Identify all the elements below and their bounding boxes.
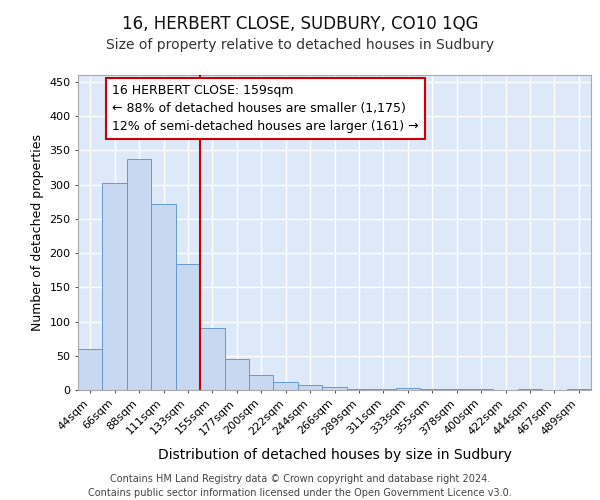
Bar bbox=[224, 359, 249, 390]
Text: 16 HERBERT CLOSE: 159sqm
← 88% of detached houses are smaller (1,175)
12% of sem: 16 HERBERT CLOSE: 159sqm ← 88% of detach… bbox=[112, 84, 419, 133]
Bar bbox=[298, 385, 322, 390]
Bar bbox=[176, 264, 200, 390]
Bar bbox=[200, 328, 224, 390]
Bar bbox=[151, 204, 176, 390]
Text: 16, HERBERT CLOSE, SUDBURY, CO10 1QG: 16, HERBERT CLOSE, SUDBURY, CO10 1QG bbox=[122, 15, 478, 33]
Bar bbox=[371, 388, 395, 390]
Y-axis label: Number of detached properties: Number of detached properties bbox=[31, 134, 44, 331]
X-axis label: Distribution of detached houses by size in Sudbury: Distribution of detached houses by size … bbox=[158, 448, 511, 462]
Bar bbox=[322, 388, 347, 390]
Bar bbox=[249, 375, 274, 390]
Bar bbox=[103, 182, 127, 390]
Text: Size of property relative to detached houses in Sudbury: Size of property relative to detached ho… bbox=[106, 38, 494, 52]
Bar bbox=[274, 382, 298, 390]
Bar bbox=[127, 158, 151, 390]
Bar bbox=[395, 388, 420, 390]
Text: Contains HM Land Registry data © Crown copyright and database right 2024.
Contai: Contains HM Land Registry data © Crown c… bbox=[88, 474, 512, 498]
Bar bbox=[445, 388, 469, 390]
Bar bbox=[78, 349, 103, 390]
Bar bbox=[566, 388, 591, 390]
Bar bbox=[420, 388, 445, 390]
Bar bbox=[347, 388, 371, 390]
